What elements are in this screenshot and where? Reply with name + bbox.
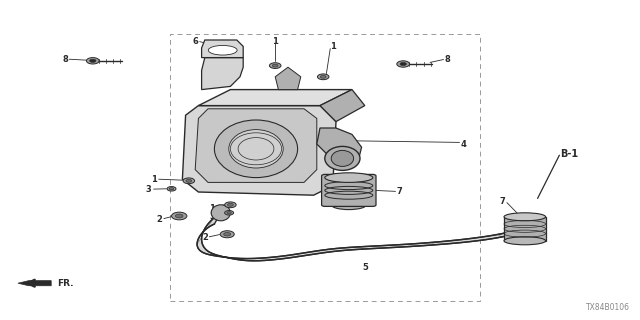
Circle shape [227, 212, 232, 214]
Polygon shape [202, 58, 243, 90]
Text: 1: 1 [330, 42, 336, 51]
Circle shape [172, 212, 187, 220]
Circle shape [175, 214, 183, 218]
Ellipse shape [504, 213, 545, 221]
Text: 3: 3 [146, 185, 152, 194]
Text: 1: 1 [151, 175, 157, 184]
Polygon shape [182, 106, 336, 195]
Ellipse shape [332, 200, 367, 210]
Text: 6: 6 [193, 37, 198, 46]
Ellipse shape [324, 173, 372, 182]
Circle shape [86, 58, 99, 64]
Circle shape [224, 232, 231, 236]
Ellipse shape [504, 237, 545, 245]
Text: 8: 8 [63, 55, 68, 64]
Circle shape [321, 76, 326, 78]
Circle shape [220, 231, 234, 238]
Text: TX84B0106: TX84B0106 [586, 303, 630, 312]
Polygon shape [198, 90, 352, 106]
Text: 8: 8 [445, 55, 451, 64]
Circle shape [169, 188, 174, 190]
Ellipse shape [229, 130, 283, 168]
Ellipse shape [332, 150, 354, 166]
Ellipse shape [325, 147, 360, 171]
FancyBboxPatch shape [322, 174, 376, 206]
Circle shape [400, 62, 406, 66]
Ellipse shape [214, 120, 298, 178]
Ellipse shape [211, 205, 230, 221]
Text: B-1: B-1 [560, 148, 578, 159]
Circle shape [225, 211, 234, 215]
Text: 5: 5 [362, 263, 368, 272]
Text: 2: 2 [156, 215, 162, 224]
Circle shape [183, 178, 195, 184]
Text: 7: 7 [500, 197, 506, 206]
Circle shape [225, 202, 236, 208]
Polygon shape [202, 40, 243, 58]
Text: 3: 3 [209, 212, 215, 221]
Circle shape [273, 64, 278, 67]
Circle shape [90, 59, 96, 62]
Text: 4: 4 [461, 140, 467, 148]
Text: FR.: FR. [58, 279, 74, 288]
Text: 2: 2 [202, 233, 208, 242]
Circle shape [269, 63, 281, 68]
Circle shape [186, 179, 192, 182]
Circle shape [317, 74, 329, 80]
Circle shape [167, 187, 176, 191]
Polygon shape [197, 213, 522, 261]
Polygon shape [504, 217, 545, 241]
Polygon shape [195, 109, 317, 182]
Text: 7: 7 [397, 188, 403, 196]
Circle shape [397, 61, 410, 67]
Bar [170, 34, 480, 301]
Circle shape [228, 204, 233, 206]
Text: 1: 1 [272, 37, 278, 46]
Polygon shape [275, 67, 301, 90]
Polygon shape [18, 281, 51, 286]
Polygon shape [320, 90, 365, 122]
Text: 1: 1 [209, 204, 215, 212]
Polygon shape [317, 128, 362, 160]
Ellipse shape [208, 45, 237, 55]
